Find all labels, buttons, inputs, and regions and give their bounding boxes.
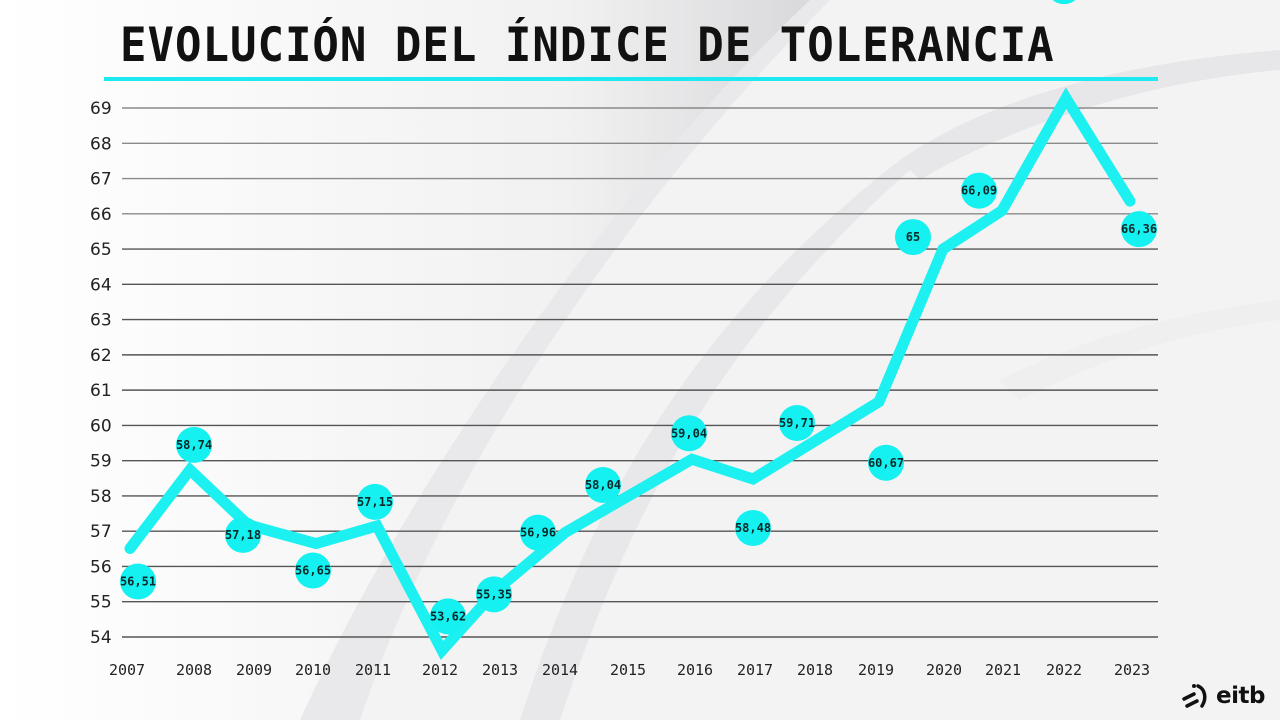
data-label: 58,48 — [735, 521, 771, 535]
x-axis-ticks: 2007 2008 2009 2010 2011 2012 2013 2014 2015 2016… — [109, 661, 1150, 679]
data-label-2012: 53,62 — [430, 598, 466, 635]
data-label: 59,71 — [779, 416, 815, 430]
y-tick-label: 64 — [90, 275, 112, 295]
x-tick-label: 2007 — [109, 661, 145, 679]
x-tick-label: 2010 — [295, 661, 331, 679]
data-label-2009: 57,18 — [225, 516, 261, 553]
eitb-logo-text: eitb — [1216, 683, 1265, 709]
data-point-bubble — [357, 483, 393, 520]
data-label: 60,67 — [868, 456, 904, 470]
eitb-logo: eitb — [1180, 680, 1265, 712]
data-label-2016: 59,04 — [671, 415, 707, 452]
data-point-bubble — [961, 172, 997, 209]
data-label-2008: 58,74 — [176, 426, 212, 463]
y-tick-label: 67 — [90, 170, 112, 190]
x-tick-label: 2023 — [1114, 661, 1150, 679]
y-tick-label: 62 — [90, 346, 112, 366]
data-point-bubble — [1052, 0, 1076, 5]
y-tick-label: 57 — [90, 522, 112, 542]
x-tick-label: 2022 — [1046, 661, 1082, 679]
data-labels: 56,51 58,74 57,18 56,65 57,15 53,62 55,35 56,96… — [120, 0, 1157, 635]
x-tick-label: 2016 — [677, 661, 713, 679]
data-label-2010: 56,65 — [295, 552, 331, 589]
data-label: 66,36 — [1121, 222, 1157, 236]
data-point-bubble — [895, 219, 931, 256]
data-point-bubble — [176, 426, 212, 463]
data-point-bubble — [430, 598, 466, 635]
x-tick-label: 2017 — [737, 661, 773, 679]
y-axis-ticks: 54 55 56 57 58 59 60 61 62 63 64 65 66 67 68 69 — [90, 99, 112, 648]
data-label: 57,18 — [225, 528, 261, 542]
data-label-2022: 69,28 — [1052, 0, 1076, 5]
y-tick-label: 65 — [90, 240, 112, 260]
x-tick-label: 2021 — [985, 661, 1021, 679]
data-label-2018: 59,71 — [779, 405, 815, 441]
data-point-bubble — [671, 415, 707, 452]
x-tick-label: 2019 — [858, 661, 894, 679]
data-label-2007: 56,51 — [120, 563, 156, 600]
data-label: 66,09 — [961, 184, 997, 198]
data-point-bubble — [520, 514, 556, 551]
eitb-swoosh-icon — [1182, 684, 1207, 708]
data-point-bubble — [868, 444, 904, 481]
data-point-bubble — [585, 467, 621, 503]
data-point-bubble — [779, 405, 815, 441]
y-tick-label: 58 — [90, 487, 112, 507]
series-line-tolerance-index — [124, 87, 1136, 660]
data-label-2014: 56,96 — [520, 514, 556, 551]
title-underline — [104, 77, 1158, 81]
y-tick-label: 68 — [90, 134, 112, 154]
y-tick-label: 69 — [90, 99, 112, 119]
data-point-bubble — [476, 576, 512, 613]
data-label: 57,15 — [357, 495, 393, 509]
data-label: 56,65 — [295, 564, 331, 578]
x-tick-label: 2009 — [236, 661, 272, 679]
chart-title: EVOLUCIÓN DEL ÍNDICE DE TOLERANCIA — [120, 18, 1055, 74]
x-tick-label: 2020 — [926, 661, 962, 679]
data-point-bubble — [225, 516, 261, 553]
data-point-bubble — [120, 563, 156, 600]
x-tick-label: 2008 — [176, 661, 212, 679]
data-label: 56,96 — [520, 526, 556, 540]
x-tick-label: 2015 — [610, 661, 646, 679]
data-label: 56,51 — [120, 574, 156, 588]
y-tick-label: 60 — [90, 416, 112, 436]
data-label-2013: 55,35 — [476, 576, 512, 613]
data-label: 58,04 — [585, 478, 621, 492]
y-tick-label: 61 — [90, 381, 112, 401]
x-tick-label: 2011 — [355, 661, 391, 679]
data-label: 59,04 — [671, 426, 707, 440]
x-tick-label: 2012 — [422, 661, 458, 679]
y-tick-label: 59 — [90, 452, 112, 472]
y-tick-label: 63 — [90, 311, 112, 331]
data-label-2019: 60,67 — [868, 444, 904, 481]
data-point-bubble — [1121, 211, 1157, 248]
data-label-2017: 58,48 — [735, 510, 771, 547]
data-label-2011: 57,15 — [357, 483, 393, 520]
data-point-bubble — [735, 510, 771, 547]
data-label: 53,62 — [430, 609, 466, 623]
y-tick-label: 56 — [90, 557, 112, 577]
y-tick-label: 66 — [90, 205, 112, 225]
data-label: 65 — [906, 230, 920, 244]
data-label-2020: 65 — [895, 219, 931, 256]
y-tick-label: 55 — [90, 593, 112, 613]
x-tick-label: 2013 — [482, 661, 518, 679]
x-tick-label: 2014 — [542, 661, 578, 679]
data-label-2023: 66,36 — [1121, 211, 1157, 248]
data-label: 55,35 — [476, 587, 512, 601]
gridlines — [122, 107, 1158, 638]
x-tick-label: 2018 — [797, 661, 833, 679]
data-label-2015: 58,04 — [585, 467, 621, 503]
data-point-bubble — [295, 552, 331, 589]
data-label-2021: 66,09 — [961, 172, 997, 209]
data-label: 58,74 — [176, 438, 212, 452]
y-tick-label: 54 — [90, 628, 112, 648]
